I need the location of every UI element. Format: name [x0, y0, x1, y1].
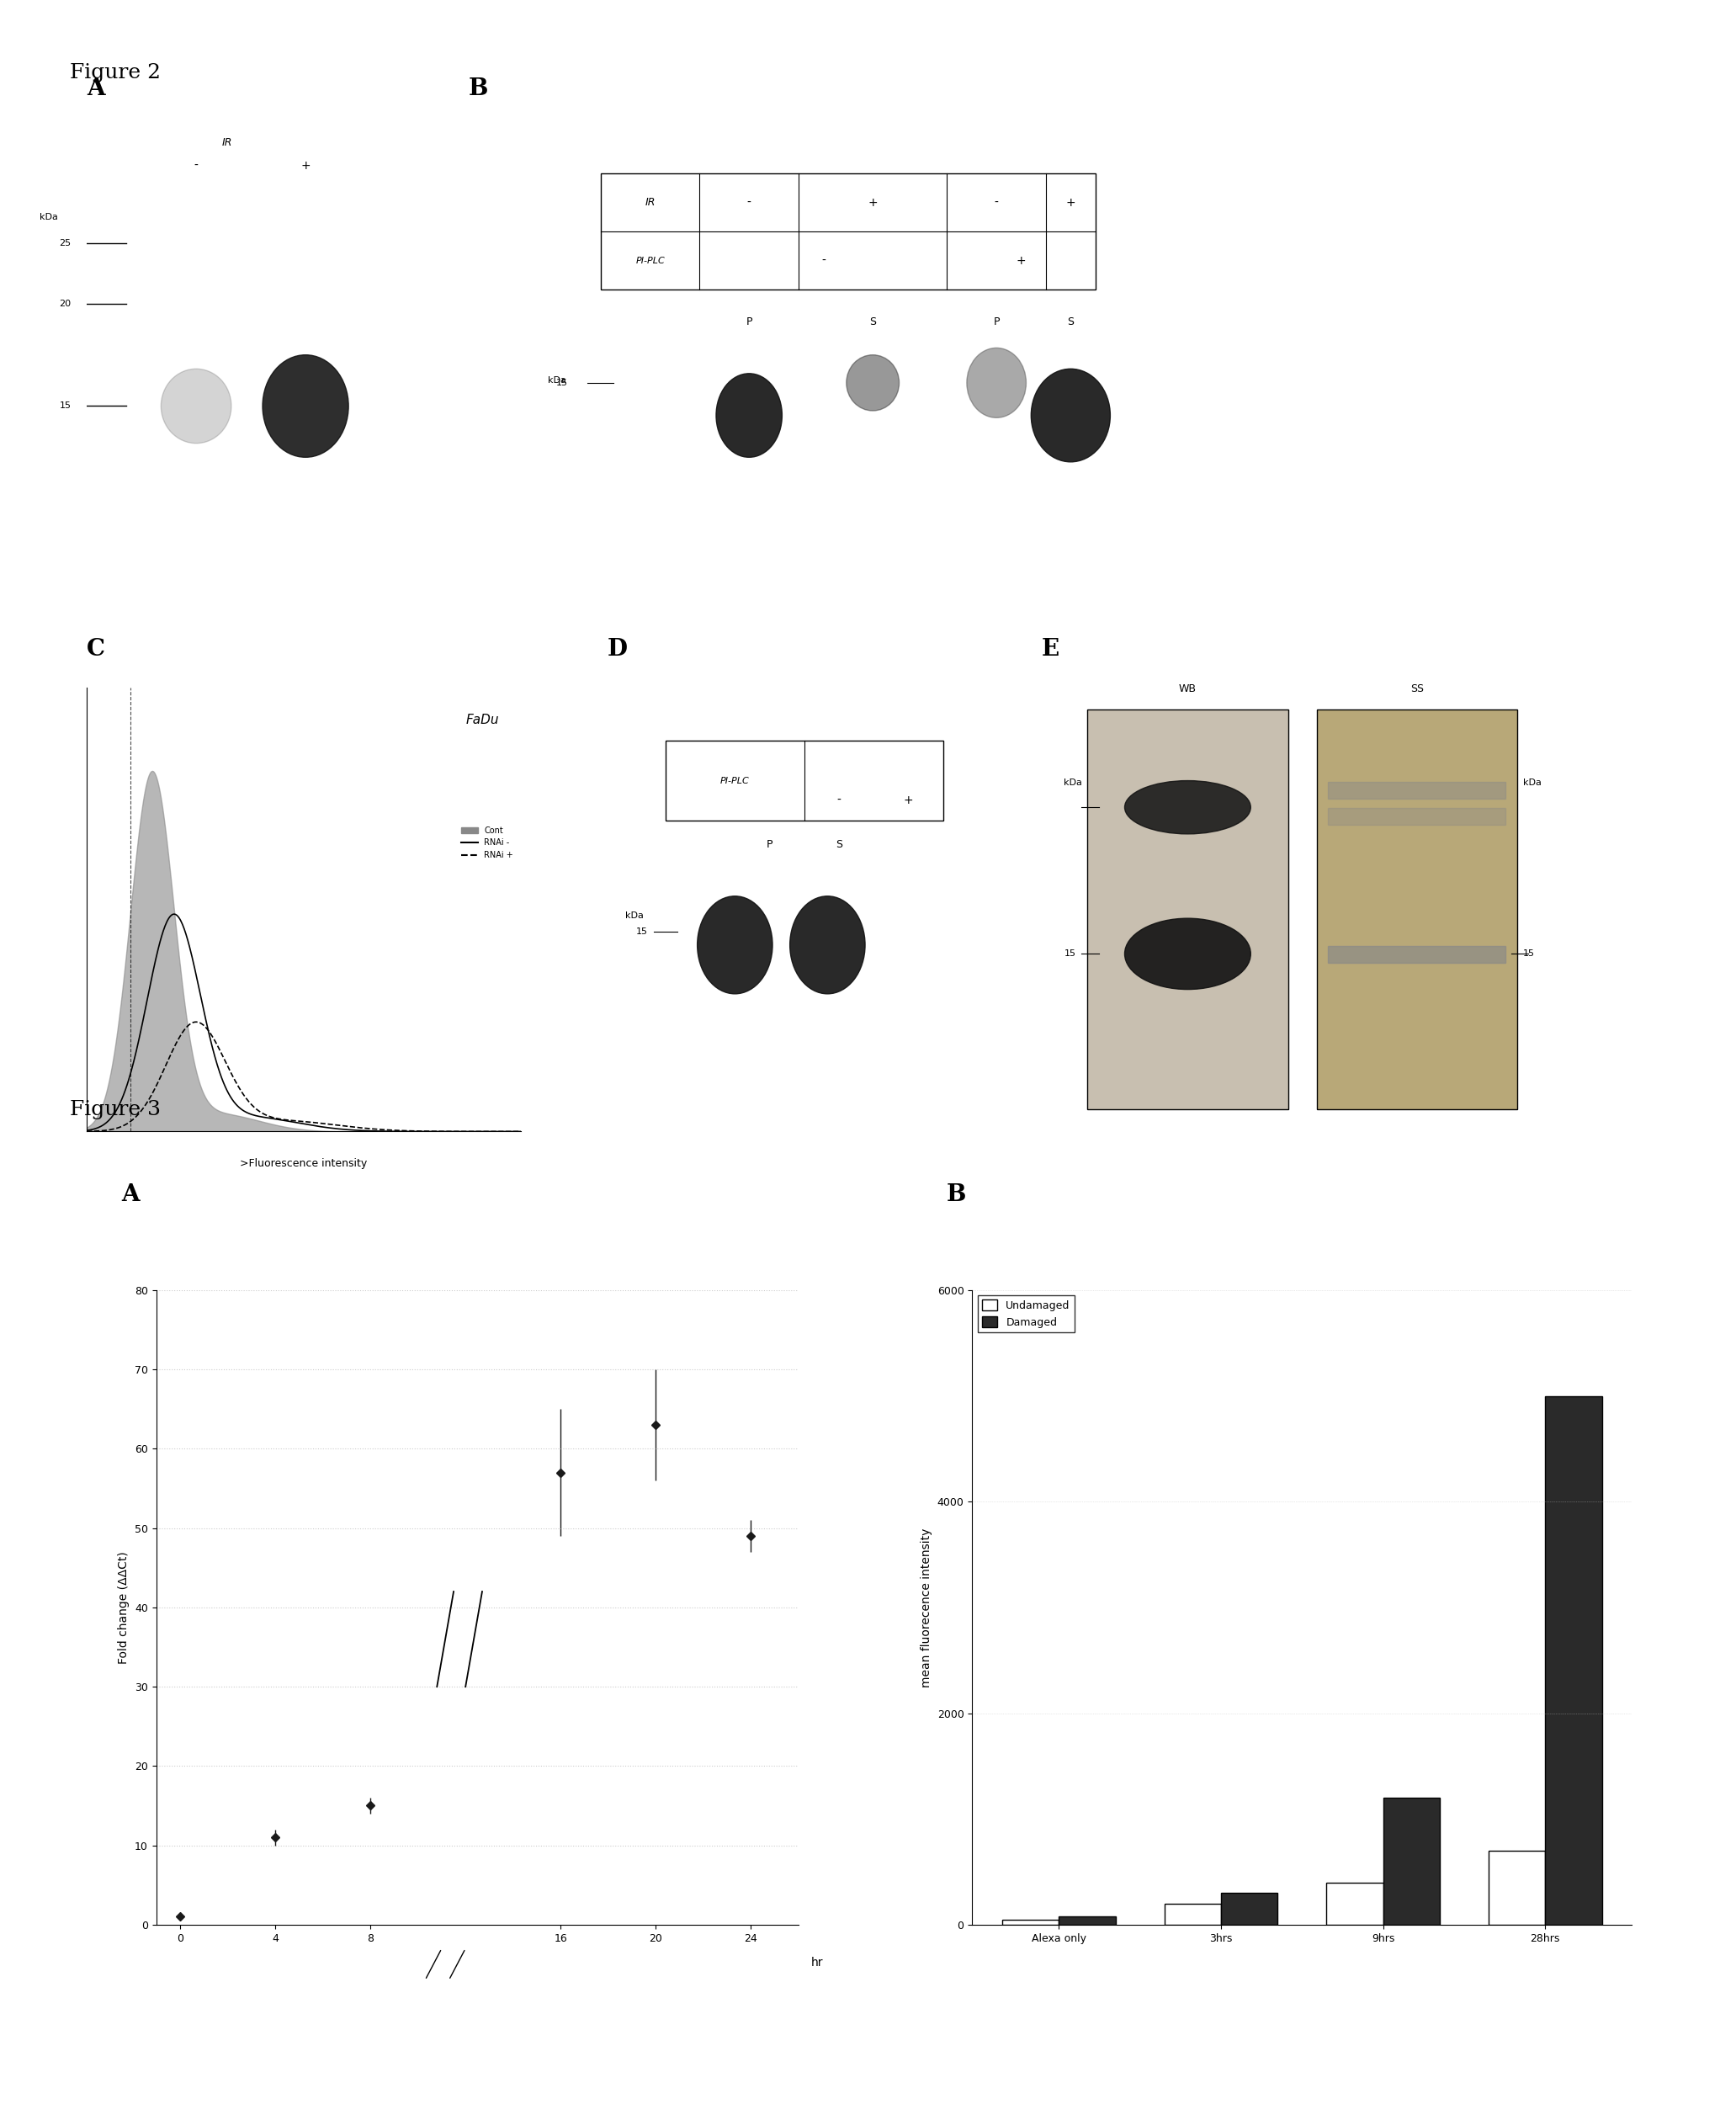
Bar — [1165, 1904, 1220, 1925]
Bar — [1002, 1920, 1059, 1925]
Ellipse shape — [1031, 368, 1111, 461]
Text: PI-PLC: PI-PLC — [635, 256, 665, 264]
Text: kDa: kDa — [1522, 778, 1542, 787]
Y-axis label: mean fluorecence intensity: mean fluorecence intensity — [920, 1527, 932, 1688]
Ellipse shape — [1125, 918, 1250, 990]
Bar — [665, 740, 943, 821]
Text: -: - — [746, 197, 752, 209]
Text: Figure 3: Figure 3 — [69, 1100, 160, 1119]
Bar — [601, 173, 1095, 290]
Text: S: S — [835, 840, 842, 850]
Text: +: + — [904, 795, 913, 806]
Text: kDa: kDa — [625, 912, 644, 920]
Bar — [1328, 945, 1505, 962]
Text: +: + — [1016, 254, 1026, 266]
Bar — [1326, 1882, 1384, 1925]
Ellipse shape — [262, 355, 349, 457]
Text: S: S — [870, 317, 877, 328]
Bar — [1328, 783, 1505, 797]
Ellipse shape — [847, 355, 899, 410]
Text: D: D — [608, 639, 628, 660]
Text: -: - — [194, 159, 198, 171]
Text: kDa: kDa — [40, 214, 59, 222]
Text: +: + — [300, 159, 311, 171]
Text: P: P — [767, 840, 773, 850]
Text: +: + — [1066, 197, 1076, 209]
Ellipse shape — [790, 897, 865, 994]
Bar — [1328, 808, 1505, 825]
Bar — [1059, 1916, 1116, 1925]
Ellipse shape — [161, 368, 231, 444]
Y-axis label: Fold change (ΔΔCt): Fold change (ΔΔCt) — [118, 1550, 130, 1665]
Text: Figure 2: Figure 2 — [69, 63, 160, 82]
Ellipse shape — [967, 347, 1026, 419]
Text: >Fluorescence intensity: >Fluorescence intensity — [240, 1159, 368, 1170]
Text: A: A — [122, 1184, 139, 1206]
Text: IR: IR — [222, 137, 233, 148]
Text: 15: 15 — [556, 379, 568, 387]
Text: S: S — [1068, 317, 1075, 328]
Ellipse shape — [698, 897, 773, 994]
Ellipse shape — [717, 374, 783, 457]
Bar — [1316, 709, 1517, 1108]
Bar — [1220, 1893, 1278, 1925]
Text: PI-PLC: PI-PLC — [720, 776, 750, 785]
Text: +: + — [868, 197, 878, 209]
Text: IR: IR — [646, 197, 654, 207]
Text: 20: 20 — [59, 300, 71, 309]
Bar — [1488, 1851, 1545, 1925]
Text: C: C — [87, 639, 106, 660]
Legend: Undamaged, Damaged: Undamaged, Damaged — [977, 1294, 1075, 1332]
Text: A: A — [87, 78, 104, 99]
Text: -: - — [837, 795, 842, 806]
Bar — [1087, 709, 1288, 1108]
Text: E: E — [1042, 639, 1059, 660]
Text: kDa: kDa — [549, 376, 566, 385]
Text: B: B — [469, 78, 488, 99]
Text: WB: WB — [1179, 683, 1196, 694]
Text: kDa: kDa — [1062, 778, 1082, 787]
Text: 15: 15 — [59, 402, 71, 410]
Text: 15: 15 — [1522, 950, 1535, 958]
Text: B: B — [946, 1184, 965, 1206]
Text: -: - — [821, 254, 825, 266]
Text: 15: 15 — [637, 928, 648, 935]
Bar — [1384, 1798, 1439, 1925]
Text: hr: hr — [811, 1956, 823, 1969]
Text: 25: 25 — [59, 239, 71, 247]
Bar — [1545, 1396, 1602, 1925]
Text: SS: SS — [1410, 683, 1424, 694]
Text: P: P — [746, 317, 752, 328]
Text: FaDu: FaDu — [465, 715, 500, 728]
Text: 15: 15 — [1064, 950, 1076, 958]
Ellipse shape — [1125, 780, 1250, 833]
Text: -: - — [995, 197, 998, 209]
Legend: Cont, RNAi -, RNAi +: Cont, RNAi -, RNAi + — [458, 823, 517, 863]
Text: P: P — [993, 317, 1000, 328]
